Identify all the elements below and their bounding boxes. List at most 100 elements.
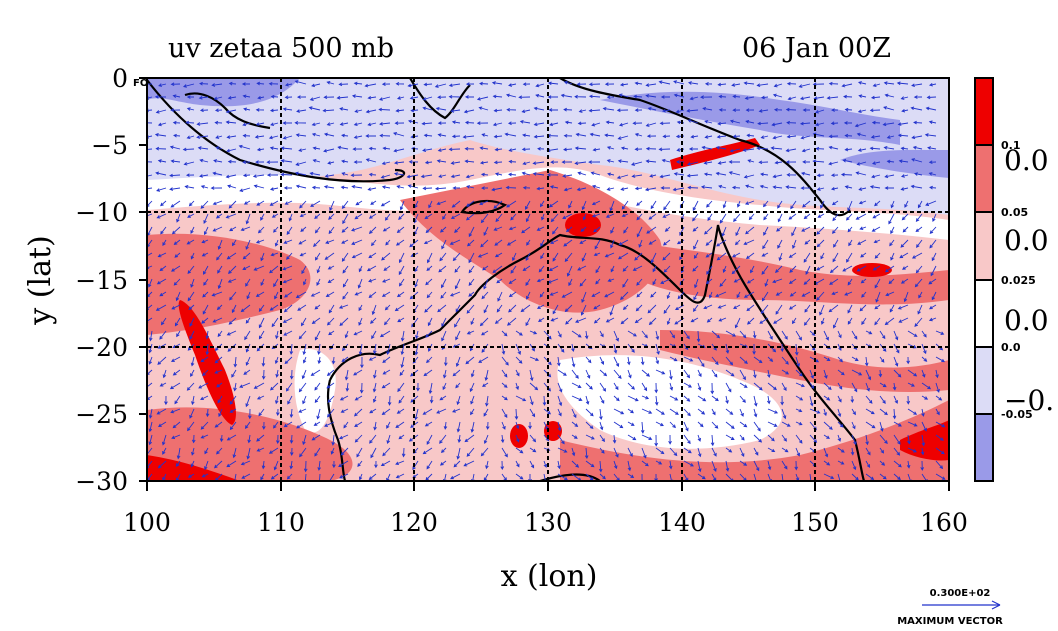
wind-vector-arrow — [493, 200, 503, 209]
wind-vector-arrow — [571, 460, 580, 468]
wind-vector-arrow — [182, 147, 195, 152]
wind-vector-arrow — [733, 213, 741, 223]
wind-vector-arrow — [454, 317, 461, 328]
wind-vector-arrow — [289, 369, 294, 380]
y-tick-label-minus10: −10 — [75, 198, 128, 227]
wind-vector-arrow — [313, 421, 321, 426]
wind-vector-arrow — [422, 186, 433, 191]
wind-vector-arrow — [731, 83, 741, 87]
wind-vector-arrow — [585, 460, 595, 468]
wind-vector-arrow — [229, 395, 237, 405]
wind-vector-arrow — [552, 304, 559, 315]
wind-vector-arrow — [479, 200, 489, 206]
wind-vector-arrow — [483, 434, 489, 445]
wind-vector-arrow — [148, 343, 153, 354]
wind-vector-arrow — [786, 120, 797, 125]
wind-vector-arrow — [745, 252, 755, 260]
wind-vector-arrow — [525, 278, 531, 287]
wind-vector-arrow — [831, 108, 839, 112]
wind-vector-arrow — [229, 408, 237, 413]
wind-vector-arrow — [928, 304, 937, 310]
corner-label: FO — [133, 78, 148, 89]
wind-vector-arrow — [381, 161, 391, 166]
wind-vector-arrow — [854, 122, 867, 128]
wind-vector-arrow — [910, 106, 923, 111]
wind-vector-arrow — [660, 278, 671, 284]
wind-vector-arrow — [855, 171, 867, 176]
wind-vector-arrow — [253, 184, 265, 189]
wind-vector-arrow — [382, 369, 391, 375]
wind-vector-arrow — [260, 213, 265, 221]
wind-vector-arrow — [798, 83, 811, 88]
wind-vector-arrow — [884, 317, 895, 326]
wind-vector-arrow — [529, 395, 534, 406]
wind-vector-arrow — [816, 291, 825, 301]
wind-vector-arrow — [448, 83, 461, 88]
wind-vector-arrow — [823, 356, 831, 361]
wind-vector-arrow — [483, 304, 489, 314]
wind-vector-arrow — [450, 213, 461, 219]
wind-vector-arrow — [889, 304, 895, 313]
wind-vector-arrow — [529, 369, 534, 382]
wind-vector-arrow — [823, 434, 830, 439]
wind-vector-arrow — [148, 408, 153, 419]
wind-vector-arrow — [745, 184, 755, 189]
wind-vector-arrow — [245, 239, 251, 250]
wind-vector-arrow — [911, 83, 923, 88]
wind-vector-arrow — [252, 174, 265, 178]
wind-vector-arrow — [753, 460, 760, 472]
wind-vector-arrow — [273, 278, 279, 288]
wind-vector-arrow — [240, 460, 251, 466]
wind-vector-arrow — [739, 421, 748, 428]
wind-vector-arrow — [646, 134, 657, 138]
wind-vector-arrow — [773, 107, 783, 112]
wind-vector-arrow — [591, 200, 601, 206]
wind-vector-arrow — [809, 369, 814, 379]
wind-vector-arrow — [283, 186, 293, 190]
wind-vector-arrow — [673, 172, 685, 176]
wind-vector-arrow — [901, 108, 909, 113]
wind-vector-arrow — [216, 447, 223, 455]
wind-vector-arrow — [548, 200, 559, 208]
wind-vector-arrow — [358, 317, 363, 326]
wind-vector-arrow — [666, 317, 671, 325]
wind-vector-arrow — [394, 121, 405, 125]
wind-vector-arrow — [871, 174, 881, 179]
wind-vector-arrow — [803, 252, 811, 263]
wind-vector-arrow — [641, 447, 647, 459]
wind-vector-arrow — [925, 106, 937, 111]
wind-vector-arrow — [480, 213, 489, 224]
wind-vector-arrow — [627, 408, 634, 414]
colorbar: 0.1 0.05 0.025 0.0 -0.05 0.0 0.0 0.0 −0. — [974, 77, 1054, 482]
wind-vector-arrow — [380, 174, 391, 179]
wind-vector-arrow — [911, 252, 923, 259]
wind-vector-arrow — [844, 291, 853, 296]
wind-vector-arrow — [443, 356, 448, 367]
wind-vector-arrow — [212, 200, 223, 206]
wind-vector-arrow — [759, 317, 769, 324]
wind-vector-arrow — [274, 239, 279, 247]
wind-vector-arrow — [686, 108, 699, 113]
wind-vector-arrow — [766, 395, 771, 405]
wind-vector-arrow — [400, 343, 405, 356]
wind-vector-arrow — [255, 160, 265, 164]
wind-vector-arrow — [721, 226, 727, 237]
wind-vector-arrow — [510, 265, 517, 274]
wind-vector-arrow — [189, 317, 195, 327]
wind-vector-arrow — [865, 395, 873, 404]
wind-vector-arrow — [508, 226, 517, 231]
wind-vector-arrow — [521, 171, 531, 176]
wind-vector-arrow — [540, 252, 545, 260]
wind-vector-arrow — [395, 473, 405, 479]
wind-vector-arrow — [711, 421, 719, 429]
wind-vector-arrow — [494, 239, 503, 246]
wind-vector-arrow — [202, 369, 209, 377]
field-positive-strong-6 — [147, 455, 240, 481]
wind-vector-arrow — [549, 122, 559, 127]
wind-vector-arrow — [295, 133, 307, 137]
wind-vector-arrow — [327, 161, 335, 165]
wind-vector-arrow — [284, 82, 293, 87]
wind-vector-arrow — [627, 460, 632, 472]
wind-vector-arrow — [753, 395, 758, 407]
wind-vector-arrow — [577, 121, 587, 126]
